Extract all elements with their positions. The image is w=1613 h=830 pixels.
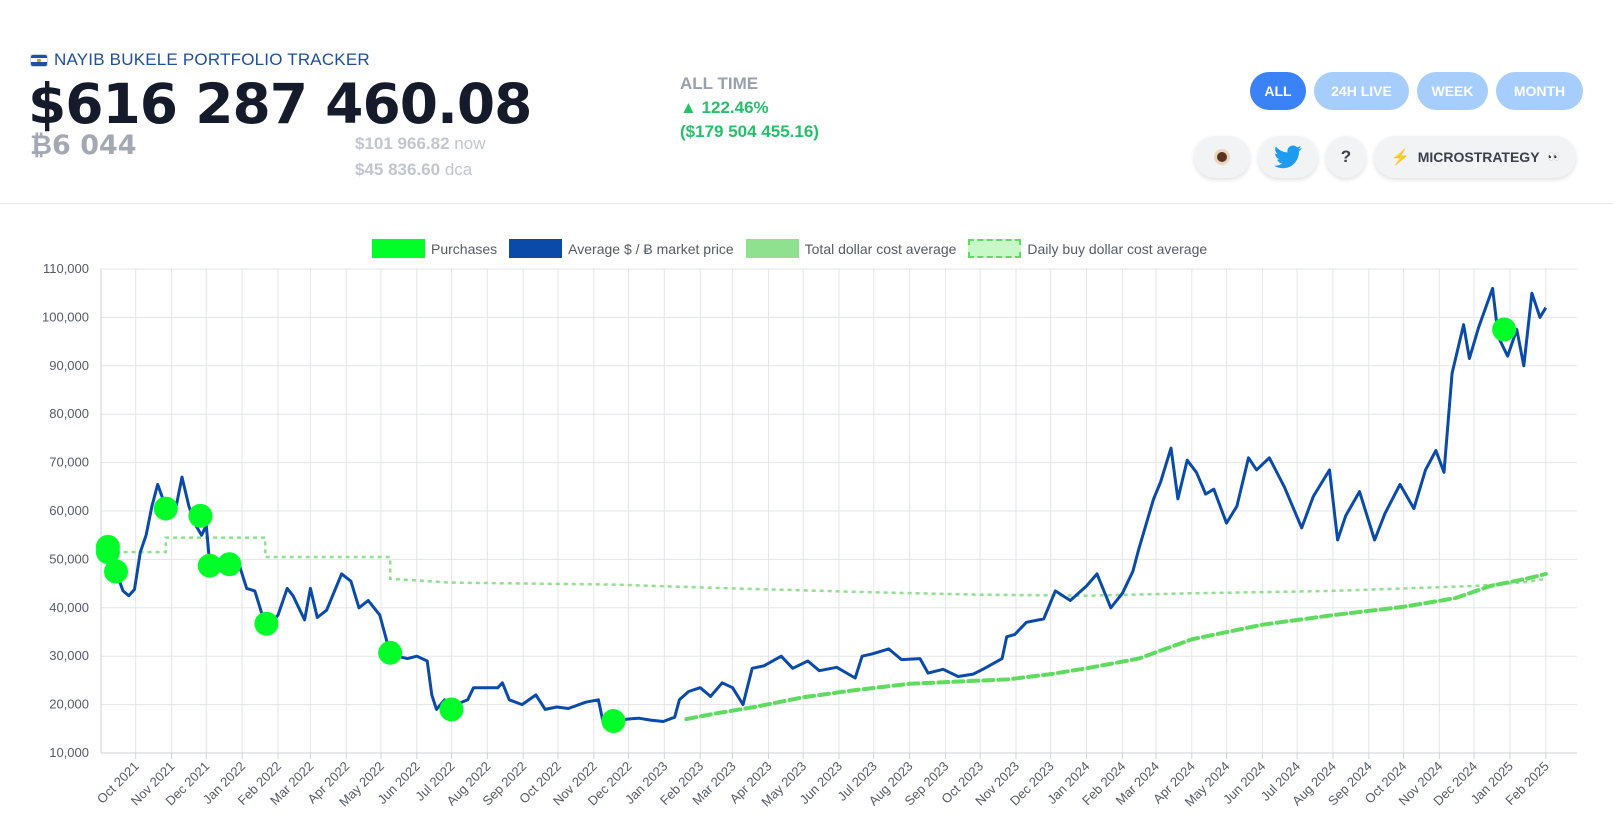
legend-swatch-purchases [372, 239, 425, 258]
performance-percent: ▲ 122.46% [680, 98, 769, 117]
price-now-value: $101 966.82 [355, 134, 450, 153]
y-tick-label: 100,000 [42, 309, 89, 324]
legend-swatch-daily-dca [968, 239, 1022, 258]
tracker-title: NAYIB BUKELE PORTFOLIO TRACKER [30, 50, 370, 70]
range-24h-live-button[interactable]: 24H LIVE [1314, 72, 1409, 110]
y-tick-label: 110,000 [43, 261, 89, 276]
market-price-line [106, 286, 1548, 723]
purchase-point [378, 640, 403, 665]
performance-label: ALL TIME [680, 74, 759, 93]
legend-label-purchases: Purchases [431, 240, 498, 257]
help-button[interactable]: ? [1326, 136, 1366, 178]
purchase-point [188, 503, 213, 528]
price-dca-label: dca [444, 160, 473, 179]
y-tick-label: 10,000 [49, 745, 89, 760]
range-selector: ALL 24H LIVE WEEK MONTH [1250, 72, 1583, 110]
btc-amount: ₿6 044 [30, 130, 137, 161]
portfolio-value: $616 287 460.08 [28, 72, 532, 136]
y-tick-label: 20,000 [49, 697, 89, 712]
total-dca-line [684, 571, 1548, 722]
purchase-point [439, 697, 464, 722]
purchase-point [217, 552, 242, 577]
y-tick-label: 50,000 [49, 551, 89, 566]
y-tick-label: 80,000 [49, 406, 89, 421]
legend-label-total-dca: Total dollar cost average [804, 240, 957, 257]
legend-label-price: Average $ / Ƀ market price [568, 240, 734, 257]
purchase-point [153, 496, 178, 521]
coffee-button[interactable] [1194, 136, 1250, 178]
purchase-point [1492, 317, 1517, 342]
purchase-point [95, 540, 120, 565]
chart-legend: Purchases Average $ / Ƀ market price Tot… [372, 239, 1209, 258]
performance-summary: ALL TIME ▲ 122.46% ($179 504 455.16) [680, 74, 819, 142]
y-tick-label: 70,000 [49, 455, 89, 470]
legend-label-daily-dca: Daily buy dollar cost average [1027, 240, 1208, 257]
price-now-label: now [454, 134, 486, 153]
tracker-title-text: NAYIB BUKELE PORTFOLIO TRACKER [54, 50, 370, 69]
daily-buy-dca-line [107, 536, 1547, 597]
y-tick-label: 40,000 [49, 600, 89, 615]
legend-item-total-dca[interactable]: Total dollar cost average [745, 239, 957, 258]
twitter-icon [1274, 145, 1302, 169]
legend-item-purchases[interactable]: Purchases [372, 239, 497, 258]
y-tick-label: 30,000 [49, 648, 89, 663]
price-lines: $101 966.82 now $45 836.60 dca [355, 131, 485, 183]
y-tick-label: 60,000 [49, 503, 89, 518]
y-tick-label: 90,000 [49, 358, 89, 373]
microstrategy-label: MICROSTRATEGY [1417, 149, 1540, 165]
range-week-button[interactable]: WEEK [1417, 72, 1488, 110]
toolbar: ? ⚡ MICROSTRATEGY 👀 [1194, 136, 1576, 178]
performance-usd: ($179 504 455.16) [680, 122, 819, 141]
price-now-line: $101 966.82 now [355, 131, 485, 157]
header-bar: NAYIB BUKELE PORTFOLIO TRACKER $616 287 … [0, 0, 1613, 204]
legend-item-daily-dca[interactable]: Daily buy dollar cost average [968, 239, 1207, 258]
legend-swatch-total-dca [745, 239, 799, 258]
purchase-point [601, 709, 626, 734]
twitter-button[interactable] [1258, 136, 1318, 178]
coffee-icon [1214, 149, 1230, 165]
purchase-point [104, 559, 129, 584]
price-dca-line: $45 836.60 dca [355, 157, 485, 183]
lightning-icon: ⚡ [1391, 149, 1410, 166]
legend-item-price[interactable]: Average $ / Ƀ market price [509, 239, 734, 258]
price-dca-value: $45 836.60 [355, 160, 441, 179]
purchase-point [254, 611, 279, 636]
eyes-icon: 👀 [1547, 151, 1560, 163]
legend-swatch-price [509, 239, 563, 258]
range-month-button[interactable]: MONTH [1496, 72, 1583, 110]
microstrategy-button[interactable]: ⚡ MICROSTRATEGY 👀 [1374, 136, 1576, 178]
el-salvador-flag-icon [30, 53, 48, 67]
purchase-point [197, 553, 222, 578]
range-all-button[interactable]: ALL [1250, 72, 1306, 110]
